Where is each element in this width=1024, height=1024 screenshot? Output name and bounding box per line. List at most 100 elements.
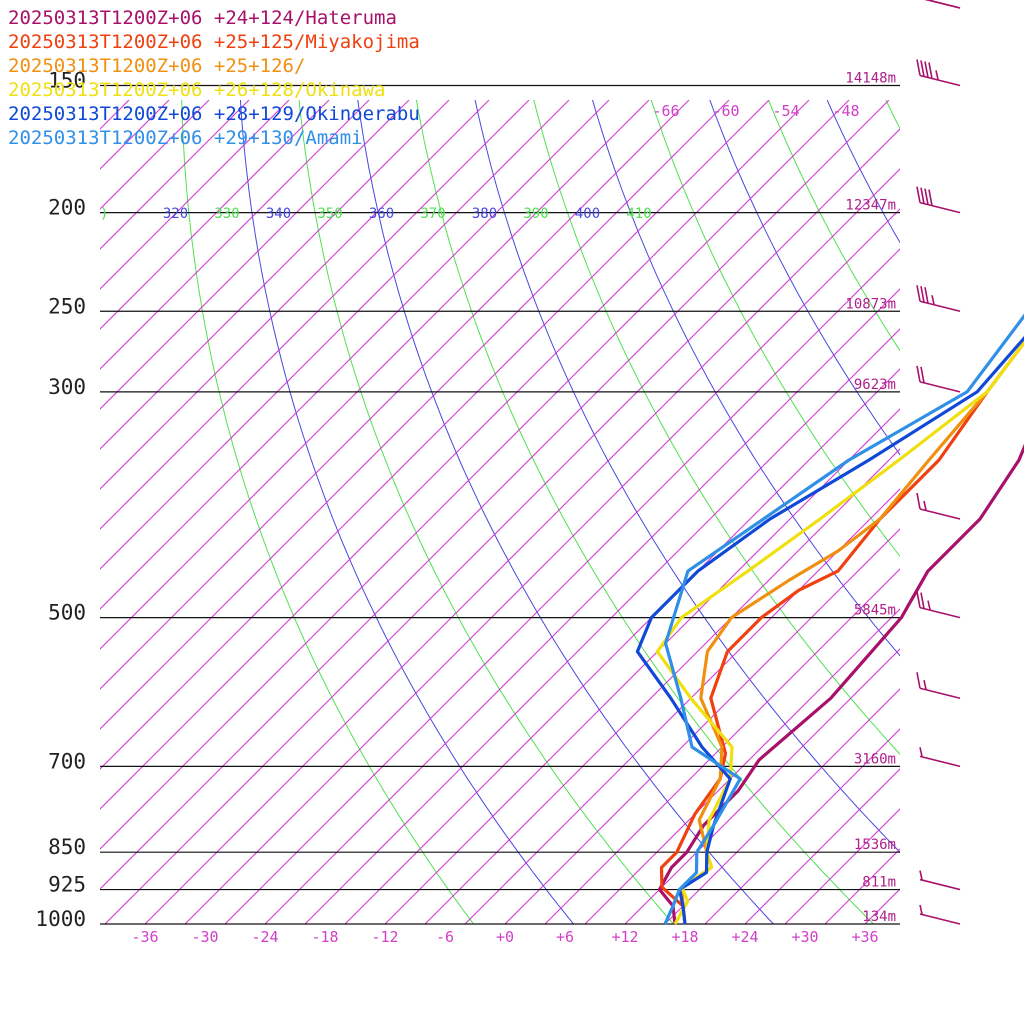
isentrope-line <box>357 100 774 924</box>
pressure-label: 700 <box>48 749 86 773</box>
profile-line <box>655 340 1024 925</box>
isotherm-line <box>464 488 900 924</box>
wind-barb <box>916 672 961 699</box>
theta-label: 410 <box>626 206 651 222</box>
wind-barb-shaft <box>919 74 961 87</box>
wind-barb-flag <box>920 366 925 383</box>
isotherm-line <box>784 808 900 924</box>
isotherm-line <box>100 100 210 210</box>
wind-barb-shaft <box>919 201 961 214</box>
isotherm-line <box>704 728 900 924</box>
wind-barb-shaft <box>919 508 961 520</box>
isotherm-line <box>100 100 890 890</box>
wind-barb-flag <box>916 492 921 510</box>
theta-label: 390 <box>523 206 548 222</box>
temperature-tick-label: -36 <box>131 928 158 946</box>
isotherm-line <box>384 408 900 924</box>
wind-barb <box>916 591 961 619</box>
isotherm-line <box>100 100 410 410</box>
wind-barb-flag <box>920 286 925 303</box>
height-label: 10873m <box>845 296 896 312</box>
height-label: 14148m <box>845 70 896 86</box>
wind-barb-half <box>919 904 923 915</box>
isotherm-line <box>224 248 900 924</box>
wind-barb-flag <box>924 287 929 304</box>
theta-label: 400 <box>575 206 600 222</box>
wind-barb-flag <box>920 592 925 609</box>
theta-label: 330 <box>214 206 239 222</box>
legend-entry: 20250313T1200Z+06 +25+125/Miyakojima <box>8 31 420 53</box>
isotherm-line <box>264 288 900 924</box>
wind-barb-half <box>923 680 927 690</box>
wind-barb <box>916 59 961 87</box>
wind-barb-flag <box>916 365 921 382</box>
isotherm-line <box>100 100 290 290</box>
pressure-label: 250 <box>48 294 86 318</box>
height-label: 811m <box>862 875 896 891</box>
wind-barb-flag <box>924 61 929 78</box>
isotherm-line <box>424 448 900 924</box>
isentrope-line <box>533 100 900 756</box>
wind-barb-flag <box>916 591 921 608</box>
pressure-label: 300 <box>48 375 86 399</box>
pressure-label: 200 <box>48 196 86 220</box>
temperature-tick-label: -18 <box>311 928 338 946</box>
wind-barb-flag <box>928 189 933 206</box>
isotherm-line <box>824 848 900 924</box>
wind-barb-shaft <box>919 913 961 925</box>
wind-barb-shaft <box>919 606 961 619</box>
wind-barb <box>916 285 961 313</box>
isotherm-line <box>985 100 1024 924</box>
isentrope-line <box>650 100 900 557</box>
wind-barb <box>919 904 961 925</box>
theta-label: 350 <box>317 206 342 222</box>
height-label: 3160m <box>854 751 896 767</box>
isotherm-line <box>100 100 850 850</box>
pressure-label: 150 <box>48 68 86 92</box>
temperature-tick-label: -6 <box>436 928 454 946</box>
wind-barb-flag <box>916 285 921 302</box>
pressure-label: 1000 <box>35 907 86 931</box>
theta-label: 340 <box>266 206 291 222</box>
wind-barb-half <box>919 747 923 757</box>
isentrope-line <box>885 100 900 130</box>
wind-barb-flag <box>920 187 925 204</box>
temperature-tick-label: +18 <box>671 928 698 946</box>
pressure-label: 850 <box>48 835 86 859</box>
pressure-levels: 10016537m15014148m20012347m25010873m3009… <box>35 68 900 931</box>
isotherm-line <box>100 100 130 130</box>
isentrope-line <box>881 0 1024 924</box>
pressure-label: 500 <box>48 601 86 625</box>
mixing-ratio-labels: -66 -60 -54 -48 <box>652 102 859 120</box>
wind-barb-flag <box>924 188 929 205</box>
temperature-tick-label: -24 <box>251 928 278 946</box>
profile-line <box>635 335 1024 925</box>
profile-line <box>657 443 1024 925</box>
isotherm-line <box>100 100 330 330</box>
isotherm-line <box>104 128 900 924</box>
legend-entry: 20250313T1200Z+06 +24+124/Hateruma <box>8 7 397 29</box>
temperature-tick-label: +6 <box>556 928 574 946</box>
mixing-ratio-label: -54 <box>772 102 799 120</box>
wind-barb-shaft <box>919 878 961 891</box>
wind-barbs <box>916 0 961 925</box>
legend-entry: 20250313T1200Z+06 +28+129/Okinoerabu <box>8 103 420 125</box>
isotherm-line <box>504 528 900 924</box>
legend-entry: 20250313T1200Z+06 +25+126/ <box>8 55 305 77</box>
isotherm-line <box>584 608 900 924</box>
profile-line <box>680 340 1024 925</box>
isentrope-line <box>298 100 674 924</box>
isotherm-line <box>100 100 170 170</box>
isotherm-line <box>100 100 730 730</box>
mixing-ratio-label: -66 <box>652 102 679 120</box>
isentrope-line <box>709 100 900 456</box>
temperature-tick-label: -12 <box>371 928 398 946</box>
wind-barb-shaft <box>924 0 961 9</box>
temperature-tick-label: +12 <box>611 928 638 946</box>
isotherm-line <box>184 208 900 924</box>
theta-label: 370 <box>420 206 445 222</box>
isotherm-line <box>100 100 770 770</box>
wind-barb-half <box>927 600 931 610</box>
isotherm-line <box>144 168 900 924</box>
wind-barb-half <box>935 70 939 80</box>
